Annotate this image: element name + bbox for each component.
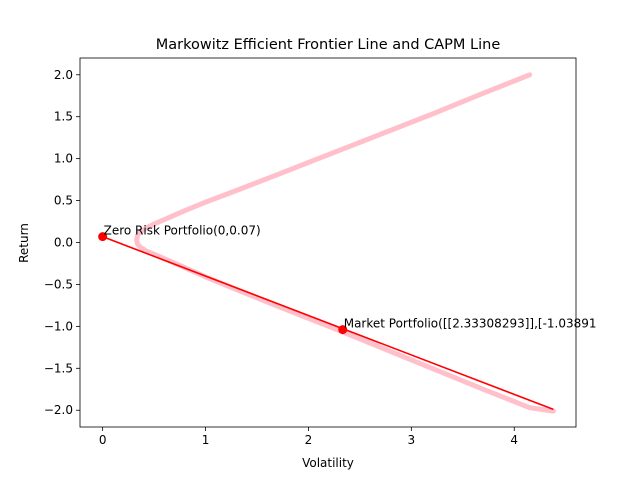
y-tick-label: 2.0 bbox=[54, 68, 73, 82]
x-tick-label: 3 bbox=[408, 433, 416, 447]
market-portfolio-label: Market Portfolio([[2.33308293]],[-1.0389… bbox=[344, 317, 597, 331]
x-tick-label: 4 bbox=[510, 433, 518, 447]
portfolio-points-layer: Zero Risk Portfolio(0,0.07) Market Portfo… bbox=[98, 224, 597, 335]
y-tick-label: 1.5 bbox=[54, 110, 73, 124]
y-tick-label: −2.0 bbox=[44, 403, 73, 417]
y-tick-label: 0.5 bbox=[54, 194, 73, 208]
zero-risk-portfolio-point bbox=[98, 232, 108, 242]
x-tick-label: 1 bbox=[202, 433, 210, 447]
x-tick-label: 0 bbox=[99, 433, 107, 447]
y-axis-label: Return bbox=[17, 223, 31, 263]
x-tick-label: 2 bbox=[305, 433, 313, 447]
zero-risk-portfolio-label: Zero Risk Portfolio(0,0.07) bbox=[104, 224, 261, 238]
market-portfolio-point bbox=[338, 325, 348, 335]
efficient-frontier-layer bbox=[134, 72, 556, 414]
capm-line bbox=[102, 235, 554, 411]
y-tick-label: 0.0 bbox=[54, 236, 73, 250]
y-tick-label: 1.0 bbox=[54, 152, 73, 166]
y-tick-label: −0.5 bbox=[44, 277, 73, 291]
y-tick-label: −1.5 bbox=[44, 361, 73, 375]
chart-title: Markowitz Efficient Frontier Line and CA… bbox=[156, 37, 501, 53]
y-tick-label: −1.0 bbox=[44, 319, 73, 333]
plot-frame bbox=[79, 57, 577, 428]
x-axis-label: Volatility bbox=[302, 456, 354, 470]
efficient-frontier-line bbox=[134, 72, 556, 414]
capm-line-layer bbox=[102, 235, 554, 411]
x-axis-ticks: 0 1 2 3 4 bbox=[99, 427, 518, 447]
y-axis-ticks: −2.0 −1.5 −1.0 −0.5 0.0 0.5 1.0 1.5 2.0 bbox=[44, 68, 80, 417]
